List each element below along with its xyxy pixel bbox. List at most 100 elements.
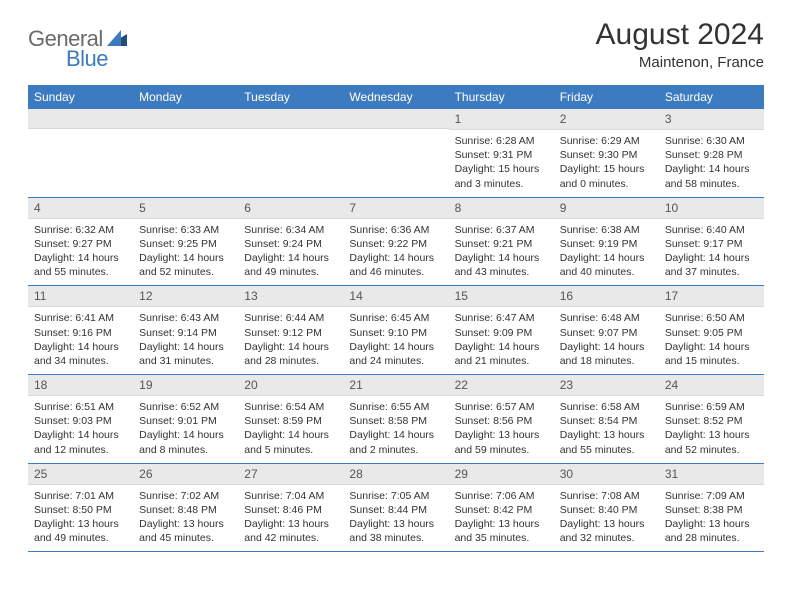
day-data: Sunrise: 6:44 AMSunset: 9:12 PMDaylight:…	[238, 307, 343, 374]
sunset-text: Sunset: 9:21 PM	[455, 237, 548, 251]
calendar-page: General August 2024 Maintenon, France Bl…	[0, 0, 792, 570]
dow-thursday: Thursday	[449, 85, 554, 109]
day-data: Sunrise: 6:52 AMSunset: 9:01 PMDaylight:…	[133, 396, 238, 463]
daylight-text: Daylight: 14 hours and 34 minutes.	[34, 340, 127, 368]
day-number: 23	[554, 375, 659, 396]
day-number: 18	[28, 375, 133, 396]
day-data: Sunrise: 6:28 AMSunset: 9:31 PMDaylight:…	[449, 130, 554, 197]
sunrise-text: Sunrise: 7:06 AM	[455, 489, 548, 503]
day-cell: 12 Sunrise: 6:43 AMSunset: 9:14 PMDayligh…	[133, 286, 238, 375]
sunset-text: Sunset: 8:56 PM	[455, 414, 548, 428]
day-data: Sunrise: 6:34 AMSunset: 9:24 PMDaylight:…	[238, 219, 343, 286]
day-data: Sunrise: 6:40 AMSunset: 9:17 PMDaylight:…	[659, 219, 764, 286]
daylight-text: Daylight: 14 hours and 37 minutes.	[665, 251, 758, 279]
daylight-text: Daylight: 14 hours and 43 minutes.	[455, 251, 548, 279]
dow-sunday: Sunday	[28, 85, 133, 109]
day-data: Sunrise: 7:02 AMSunset: 8:48 PMDaylight:…	[133, 485, 238, 552]
sunrise-text: Sunrise: 7:02 AM	[139, 489, 232, 503]
day-number: 19	[133, 375, 238, 396]
sunset-text: Sunset: 8:50 PM	[34, 503, 127, 517]
sunrise-text: Sunrise: 6:29 AM	[560, 134, 653, 148]
day-number: 16	[554, 286, 659, 307]
day-number: 9	[554, 198, 659, 219]
day-number: 1	[449, 109, 554, 130]
day-cell: 6Sunrise: 6:34 AMSunset: 9:24 PMDaylight…	[238, 197, 343, 286]
day-data: Sunrise: 6:59 AMSunset: 8:52 PMDaylight:…	[659, 396, 764, 463]
daylight-text: Daylight: 13 hours and 38 minutes.	[349, 517, 442, 545]
day-cell: 11 Sunrise: 6:41 AMSunset: 9:16 PMDayligh…	[28, 286, 133, 375]
dow-friday: Friday	[554, 85, 659, 109]
day-number: 2	[554, 109, 659, 130]
sunset-text: Sunset: 8:54 PM	[560, 414, 653, 428]
daylight-text: Daylight: 14 hours and 8 minutes.	[139, 428, 232, 456]
sunset-text: Sunset: 9:12 PM	[244, 326, 337, 340]
day-cell: 5Sunrise: 6:33 AMSunset: 9:25 PMDaylight…	[133, 197, 238, 286]
day-cell: 4Sunrise: 6:32 AMSunset: 9:27 PMDaylight…	[28, 197, 133, 286]
daylight-text: Daylight: 14 hours and 21 minutes.	[455, 340, 548, 368]
sunrise-text: Sunrise: 6:59 AM	[665, 400, 758, 414]
sunrise-text: Sunrise: 6:41 AM	[34, 311, 127, 325]
sunrise-text: Sunrise: 7:04 AM	[244, 489, 337, 503]
daylight-text: Daylight: 14 hours and 5 minutes.	[244, 428, 337, 456]
daylight-text: Daylight: 13 hours and 59 minutes.	[455, 428, 548, 456]
day-cell: 10Sunrise: 6:40 AMSunset: 9:17 PMDayligh…	[659, 197, 764, 286]
sunset-text: Sunset: 9:22 PM	[349, 237, 442, 251]
day-cell: 13Sunrise: 6:44 AMSunset: 9:12 PMDayligh…	[238, 286, 343, 375]
day-cell	[28, 109, 133, 197]
sunrise-text: Sunrise: 7:09 AM	[665, 489, 758, 503]
daylight-text: Daylight: 13 hours and 49 minutes.	[34, 517, 127, 545]
day-number: 11	[28, 286, 133, 307]
sunset-text: Sunset: 8:38 PM	[665, 503, 758, 517]
day-data: Sunrise: 7:09 AMSunset: 8:38 PMDaylight:…	[659, 485, 764, 552]
month-title: August 2024	[596, 18, 764, 52]
sunset-text: Sunset: 8:40 PM	[560, 503, 653, 517]
daylight-text: Daylight: 13 hours and 42 minutes.	[244, 517, 337, 545]
daylight-text: Daylight: 14 hours and 15 minutes.	[665, 340, 758, 368]
sunrise-text: Sunrise: 6:51 AM	[34, 400, 127, 414]
day-cell: 9Sunrise: 6:38 AMSunset: 9:19 PMDaylight…	[554, 197, 659, 286]
day-cell: 26Sunrise: 7:02 AMSunset: 8:48 PMDayligh…	[133, 463, 238, 552]
dow-row: Sunday Monday Tuesday Wednesday Thursday…	[28, 85, 764, 109]
day-number: 29	[449, 464, 554, 485]
sunset-text: Sunset: 9:16 PM	[34, 326, 127, 340]
day-number: 28	[343, 464, 448, 485]
day-number: 14	[343, 286, 448, 307]
day-data: Sunrise: 6:48 AMSunset: 9:07 PMDaylight:…	[554, 307, 659, 374]
calendar-table: Sunday Monday Tuesday Wednesday Thursday…	[28, 85, 764, 552]
day-number: 12	[133, 286, 238, 307]
week-row: 4Sunrise: 6:32 AMSunset: 9:27 PMDaylight…	[28, 197, 764, 286]
sunset-text: Sunset: 9:27 PM	[34, 237, 127, 251]
day-number: 13	[238, 286, 343, 307]
sunset-text: Sunset: 8:59 PM	[244, 414, 337, 428]
day-cell: 3Sunrise: 6:30 AMSunset: 9:28 PMDaylight…	[659, 109, 764, 197]
sunset-text: Sunset: 9:07 PM	[560, 326, 653, 340]
day-cell: 21Sunrise: 6:55 AMSunset: 8:58 PMDayligh…	[343, 375, 448, 464]
daylight-text: Daylight: 14 hours and 55 minutes.	[34, 251, 127, 279]
sunrise-text: Sunrise: 6:44 AM	[244, 311, 337, 325]
day-number: 10	[659, 198, 764, 219]
sunset-text: Sunset: 9:24 PM	[244, 237, 337, 251]
day-cell: 1Sunrise: 6:28 AMSunset: 9:31 PMDaylight…	[449, 109, 554, 197]
daylight-text: Daylight: 14 hours and 52 minutes.	[139, 251, 232, 279]
sunrise-text: Sunrise: 6:43 AM	[139, 311, 232, 325]
daylight-text: Daylight: 14 hours and 46 minutes.	[349, 251, 442, 279]
sunset-text: Sunset: 9:14 PM	[139, 326, 232, 340]
day-data: Sunrise: 6:30 AMSunset: 9:28 PMDaylight:…	[659, 130, 764, 197]
day-data: Sunrise: 6:36 AMSunset: 9:22 PMDaylight:…	[343, 219, 448, 286]
sunrise-text: Sunrise: 6:57 AM	[455, 400, 548, 414]
day-data: Sunrise: 6:57 AMSunset: 8:56 PMDaylight:…	[449, 396, 554, 463]
sunrise-text: Sunrise: 6:38 AM	[560, 223, 653, 237]
sunset-text: Sunset: 8:44 PM	[349, 503, 442, 517]
day-data: Sunrise: 7:04 AMSunset: 8:46 PMDaylight:…	[238, 485, 343, 552]
sunrise-text: Sunrise: 6:40 AM	[665, 223, 758, 237]
daylight-text: Daylight: 14 hours and 31 minutes.	[139, 340, 232, 368]
sunrise-text: Sunrise: 6:36 AM	[349, 223, 442, 237]
day-cell: 8Sunrise: 6:37 AMSunset: 9:21 PMDaylight…	[449, 197, 554, 286]
sunset-text: Sunset: 9:01 PM	[139, 414, 232, 428]
day-cell: 18Sunrise: 6:51 AMSunset: 9:03 PMDayligh…	[28, 375, 133, 464]
day-cell	[343, 109, 448, 197]
sunset-text: Sunset: 9:05 PM	[665, 326, 758, 340]
day-number	[238, 109, 343, 129]
day-cell: 23Sunrise: 6:58 AMSunset: 8:54 PMDayligh…	[554, 375, 659, 464]
sunrise-text: Sunrise: 6:48 AM	[560, 311, 653, 325]
